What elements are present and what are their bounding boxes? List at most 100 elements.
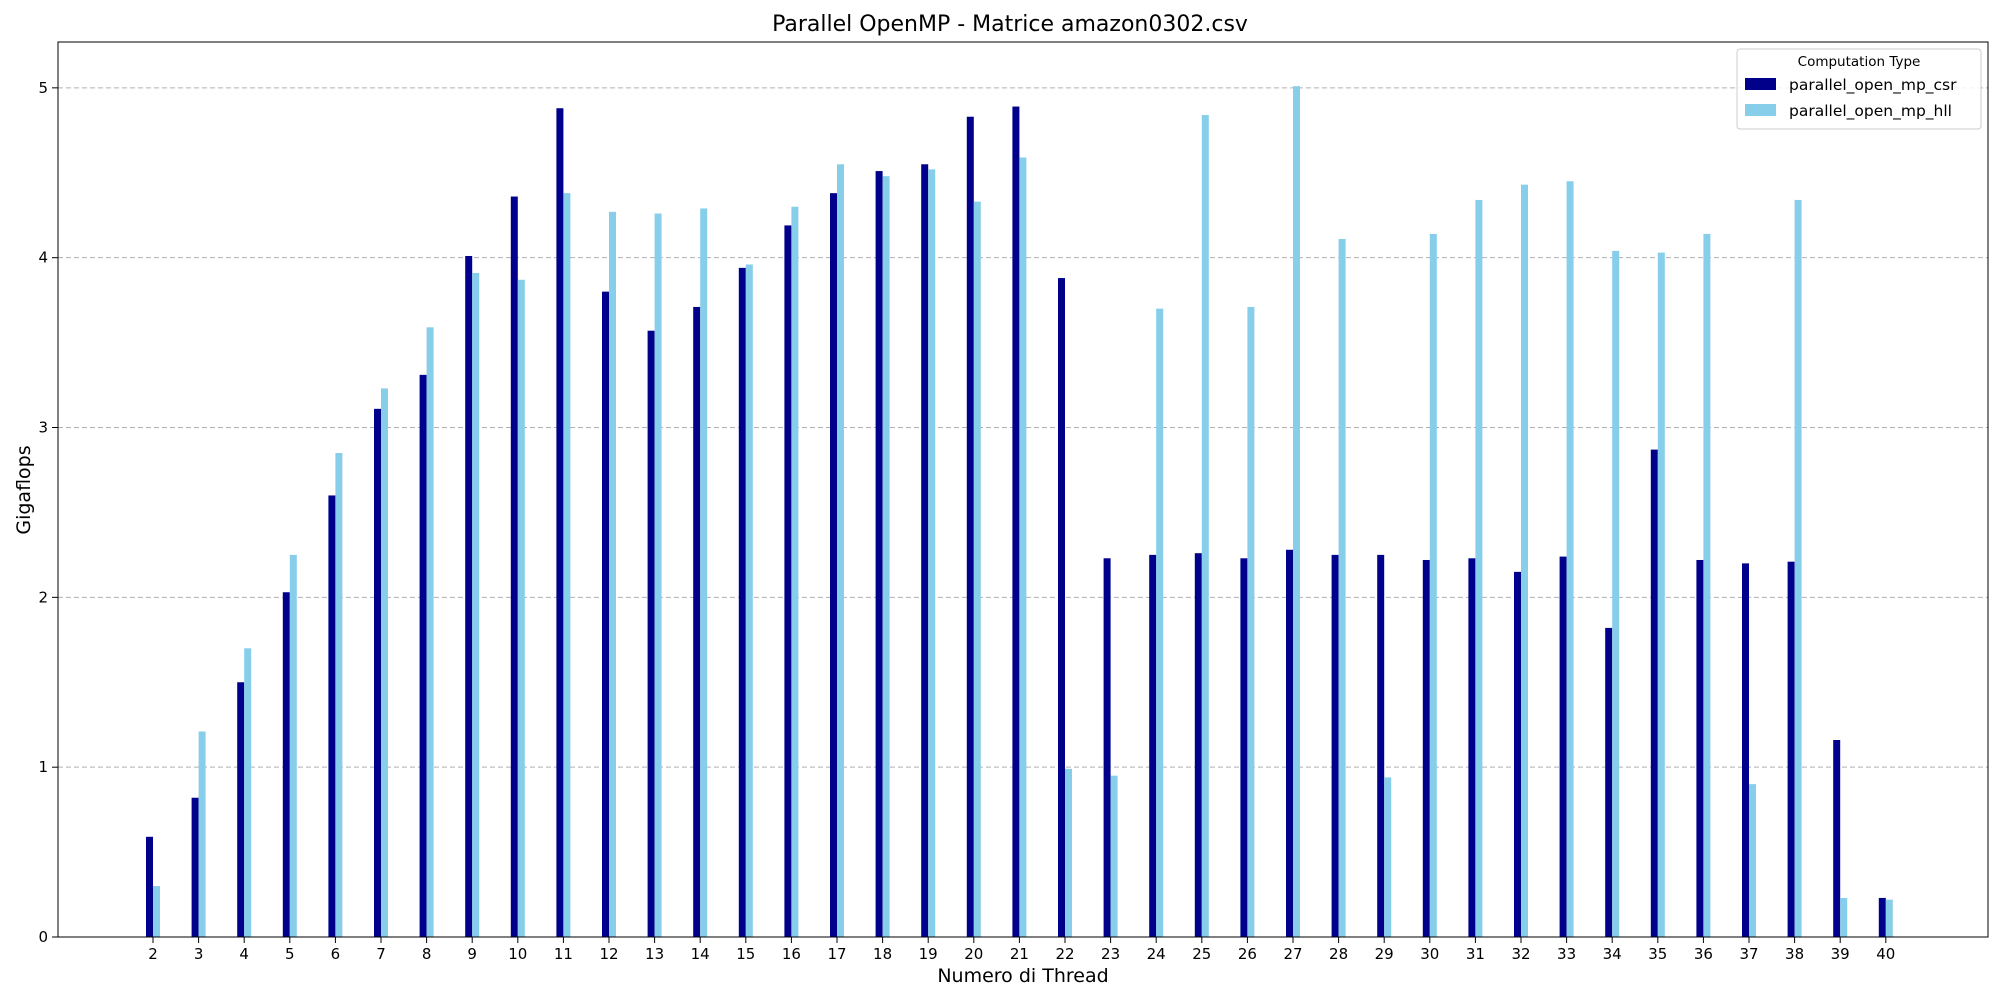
x-tick-label: 35 <box>1648 945 1667 963</box>
bar-parallel_open_mp_csr-34 <box>1605 627 1613 937</box>
bar-parallel_open_mp_csr-14 <box>693 306 701 937</box>
bar-parallel_open_mp_csr-19 <box>921 164 929 937</box>
bar-parallel_open_mp_csr-30 <box>1422 559 1430 937</box>
y-tick-label: 2 <box>38 588 48 606</box>
bar-parallel_open_mp_csr-9 <box>465 255 473 938</box>
x-tick-label: 37 <box>1739 945 1758 963</box>
bar-parallel_open_mp_csr-15 <box>738 267 746 937</box>
bar-parallel_open_mp_hll-16 <box>791 206 799 937</box>
x-tick-label: 3 <box>194 945 204 963</box>
bar-parallel_open_mp_csr-11 <box>556 108 564 937</box>
legend-label-csr: parallel_open_mp_csr <box>1789 76 1957 95</box>
bar-parallel_open_mp_hll-5 <box>289 554 297 937</box>
bar-parallel_open_mp_hll-37 <box>1749 784 1756 937</box>
bar-parallel_open_mp_hll-34 <box>1612 250 1620 937</box>
x-tick-label: 5 <box>285 945 295 963</box>
x-tick-label: 31 <box>1466 945 1485 963</box>
bar-parallel_open_mp_csr-22 <box>1058 278 1065 937</box>
bar-parallel_open_mp_hll-22 <box>1065 768 1072 937</box>
bar-parallel_open_mp_csr-31 <box>1468 558 1476 937</box>
bar-parallel_open_mp_csr-18 <box>875 171 883 938</box>
bar-parallel_open_mp_csr-36 <box>1696 559 1704 937</box>
bar-parallel_open_mp_csr-12 <box>602 291 609 938</box>
bar-parallel_open_mp_hll-31 <box>1475 199 1483 938</box>
legend: Computation Type parallel_open_mp_csr pa… <box>1736 48 1982 130</box>
bar-parallel_open_mp_csr-17 <box>830 193 837 937</box>
bar-parallel_open_mp_csr-10 <box>510 196 518 938</box>
y-axis-ticks: 0 1 2 3 4 5 <box>38 79 58 946</box>
x-tick-label: 26 <box>1238 945 1257 963</box>
x-tick-label: 34 <box>1603 945 1622 963</box>
bars <box>146 86 1893 938</box>
bar-parallel_open_mp_hll-25 <box>1201 115 1209 938</box>
bar-parallel_open_mp_hll-15 <box>745 264 753 937</box>
x-tick-label: 18 <box>873 945 892 963</box>
bar-parallel_open_mp_csr-20 <box>966 116 974 938</box>
x-tick-label: 12 <box>599 945 618 963</box>
bar-parallel_open_mp_hll-2 <box>153 886 160 937</box>
bar-parallel_open_mp_csr-7 <box>374 408 381 937</box>
x-tick-label: 2 <box>148 945 158 963</box>
bar-parallel_open_mp_hll-20 <box>973 201 981 937</box>
x-tick-label: 36 <box>1694 945 1713 963</box>
bar-parallel_open_mp_csr-3 <box>191 797 199 937</box>
bar-parallel_open_mp_hll-24 <box>1156 308 1164 938</box>
bar-parallel_open_mp_hll-18 <box>882 176 890 937</box>
x-tick-label: 14 <box>691 945 710 963</box>
bar-parallel_open_mp_hll-40 <box>1885 899 1893 937</box>
legend-swatch-csr <box>1745 78 1776 90</box>
x-tick-label: 4 <box>239 945 249 963</box>
bar-parallel_open_mp_csr-6 <box>328 495 336 937</box>
bar-parallel_open_mp_csr-8 <box>419 374 427 938</box>
bar-parallel_open_mp_hll-35 <box>1657 252 1665 937</box>
bar-parallel_open_mp_csr-21 <box>1012 106 1020 938</box>
bar-parallel_open_mp_hll-17 <box>837 164 844 937</box>
bar-parallel_open_mp_hll-4 <box>244 648 252 937</box>
y-tick-label: 4 <box>38 249 48 267</box>
bar-parallel_open_mp_hll-19 <box>928 169 936 937</box>
x-tick-label: 15 <box>736 945 755 963</box>
bar-parallel_open_mp_hll-3 <box>198 731 206 937</box>
y-tick-label: 0 <box>38 928 48 946</box>
bar-parallel_open_mp_hll-33 <box>1566 181 1574 938</box>
x-tick-label: 10 <box>508 945 527 963</box>
bar-parallel_open_mp_hll-7 <box>381 388 388 937</box>
legend-box <box>1736 48 1982 130</box>
bar-parallel_open_mp_hll-36 <box>1703 233 1711 937</box>
x-tick-label: 11 <box>554 945 573 963</box>
bar-parallel_open_mp_csr-23 <box>1103 558 1111 937</box>
legend-swatch-hll <box>1745 104 1776 116</box>
x-tick-label: 40 <box>1876 945 1895 963</box>
x-tick-label: 9 <box>467 945 477 963</box>
bar-parallel_open_mp_csr-2 <box>146 836 153 937</box>
x-tick-label: 22 <box>1055 945 1074 963</box>
bar-parallel_open_mp_hll-21 <box>1019 157 1027 937</box>
bar-parallel_open_mp_csr-24 <box>1149 554 1157 937</box>
bar-parallel_open_mp_hll-6 <box>335 452 343 937</box>
legend-title: Computation Type <box>1798 54 1921 70</box>
bar-parallel_open_mp_hll-13 <box>654 213 662 937</box>
x-tick-label: 21 <box>1010 945 1029 963</box>
x-tick-label: 33 <box>1557 945 1576 963</box>
bar-parallel_open_mp_csr-40 <box>1878 897 1886 937</box>
bar-parallel_open_mp_hll-32 <box>1521 184 1528 937</box>
x-tick-label: 38 <box>1785 945 1804 963</box>
x-tick-label: 20 <box>964 945 983 963</box>
x-tick-label: 6 <box>331 945 341 963</box>
bar-parallel_open_mp_hll-9 <box>472 272 480 937</box>
x-tick-label: 27 <box>1283 945 1302 963</box>
bar-parallel_open_mp_csr-38 <box>1787 561 1795 937</box>
bar-parallel_open_mp_hll-38 <box>1794 199 1802 938</box>
bar-parallel_open_mp_hll-26 <box>1247 306 1255 937</box>
x-tick-label: 16 <box>782 945 801 963</box>
bar-parallel_open_mp_csr-16 <box>784 225 792 938</box>
x-tick-label: 17 <box>827 945 846 963</box>
bar-parallel_open_mp_csr-25 <box>1194 553 1202 937</box>
x-tick-label: 29 <box>1375 945 1394 963</box>
bar-parallel_open_mp_csr-28 <box>1331 554 1339 937</box>
chart-title: Parallel OpenMP - Matrice amazon0302.csv <box>772 12 1248 37</box>
bar-parallel_open_mp_csr-29 <box>1377 554 1385 937</box>
x-tick-label: 24 <box>1147 945 1166 963</box>
x-tick-label: 39 <box>1831 945 1850 963</box>
